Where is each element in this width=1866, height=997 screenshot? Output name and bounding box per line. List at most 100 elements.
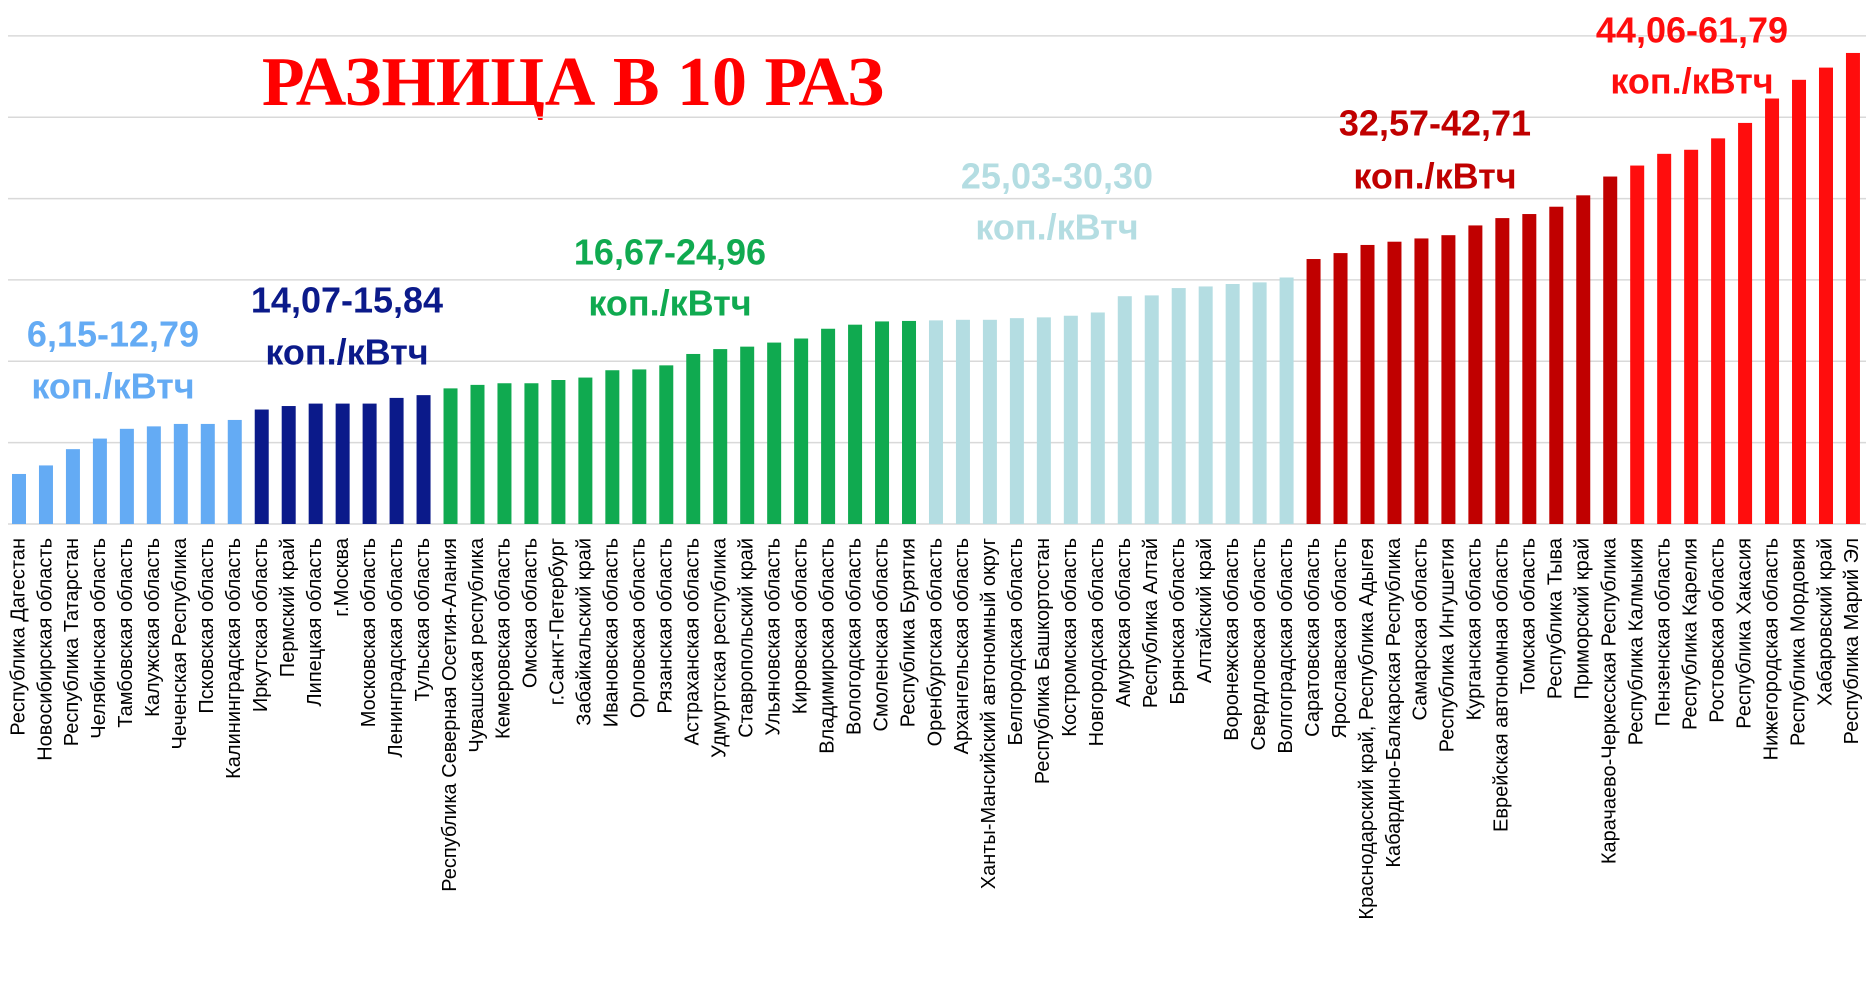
x-tick-label: Белгородская область (1005, 538, 1027, 745)
x-tick-label: Московская область (358, 538, 380, 727)
range-label: 32,57-42,71 (1339, 103, 1531, 144)
x-tick-label: Ханты-Мансийский автономный округ (978, 538, 1000, 889)
x-tick-label: Республика Дагестан (7, 538, 29, 736)
range-label: 25,03-30,30 (961, 156, 1153, 197)
bar (1360, 244, 1375, 525)
bar (767, 342, 782, 524)
bar (1630, 165, 1645, 524)
bar (1009, 318, 1024, 524)
bar (470, 384, 485, 524)
bar (1333, 253, 1348, 525)
bar (578, 377, 593, 524)
bar (821, 328, 836, 524)
x-tick-label: Ставропольский край (735, 538, 757, 738)
x-tick-label: Тамбовская область (115, 538, 137, 728)
bar (1225, 284, 1240, 524)
bar (605, 370, 620, 524)
x-tick-label: Чувашская республика (466, 537, 488, 752)
x-tick-label: Астраханская область (682, 538, 704, 745)
bar (632, 369, 647, 524)
range-label: 16,67-24,96 (574, 232, 766, 273)
x-tick-label: Краснодарский край, Республика Адыгея (1356, 538, 1378, 920)
bar (1603, 176, 1618, 524)
bar (1414, 238, 1429, 524)
bar (794, 338, 809, 524)
x-tick-label: Оренбургская область (924, 538, 946, 746)
x-tick-label: Республика Татарстан (61, 538, 83, 746)
bar (119, 428, 134, 524)
x-tick-label: Удмуртская республика (709, 537, 731, 758)
x-tick-label: Карачаево-Черкесская Республика (1599, 537, 1621, 864)
x-tick-label: Самарская область (1410, 538, 1432, 721)
x-tick-label: Воронежская область (1221, 538, 1243, 741)
x-tick-label: Пензенская область (1652, 538, 1674, 726)
x-tick-label: Челябинская область (88, 538, 110, 739)
bar (902, 320, 917, 524)
bar (1387, 241, 1402, 524)
bar (1090, 312, 1105, 524)
x-tick-label: Республика Хакасия (1733, 538, 1755, 729)
bar (1441, 235, 1456, 525)
bar (362, 403, 377, 524)
range-unit: коп./кВтч (265, 332, 428, 373)
bar (92, 438, 107, 524)
x-tick-label: Владимирская область (816, 538, 838, 754)
bar (254, 409, 269, 524)
bar (955, 319, 970, 524)
x-tick-label: Костромская область (1059, 538, 1081, 737)
x-tick-label: Саратовская область (1302, 538, 1324, 737)
x-tick-label: Ростовская область (1706, 538, 1728, 723)
bar (1468, 225, 1483, 524)
bar (659, 365, 674, 524)
x-tick-label: Республика Башкортостан (1032, 538, 1054, 784)
bar (1738, 122, 1753, 524)
x-tick-label: Республика Бурятия (897, 538, 919, 727)
bar (416, 395, 431, 524)
chart-title: РАЗНИЦА В 10 РАЗ (262, 44, 884, 121)
bar (551, 380, 566, 524)
bar (38, 465, 53, 524)
x-tick-label: Республика Тыва (1545, 537, 1567, 699)
bar (740, 346, 755, 524)
range-unit: коп./кВтч (975, 207, 1138, 248)
x-tick-label: Новосибирская область (34, 538, 56, 761)
bar (65, 449, 80, 524)
x-tick-label: Республика Ингушетия (1437, 538, 1459, 752)
x-tick-label: Ленинградская область (385, 538, 407, 757)
bar (1279, 277, 1294, 524)
x-tick-label: Брянская область (1167, 538, 1189, 705)
x-tick-label: Ульяновская область (762, 538, 784, 736)
x-tick-label: Томская область (1518, 538, 1540, 694)
range-label: 14,07-15,84 (251, 280, 443, 321)
bar (1711, 138, 1726, 525)
x-tick-label: Ивановская область (601, 538, 623, 727)
bar (848, 324, 863, 524)
bar (1549, 206, 1564, 524)
bar (200, 423, 215, 524)
x-tick-label: Орловская область (628, 538, 650, 718)
x-tick-label: Республика Карелия (1679, 538, 1701, 730)
x-tick-label: Забайкальский край (574, 538, 596, 726)
x-tick-label: Еврейская автономная область (1491, 538, 1513, 832)
bar (928, 320, 943, 524)
x-tick-label: Республика Марий Эл (1841, 538, 1863, 744)
bar (1792, 79, 1807, 524)
bar (335, 403, 350, 524)
x-tick-label: Калужская область (142, 538, 164, 717)
bar (1765, 98, 1780, 524)
x-tick-label: Кемеровская область (493, 538, 515, 739)
bar (173, 423, 188, 524)
bar (1818, 67, 1833, 524)
x-tick-label: Волгоградская область (1275, 538, 1297, 754)
bar (713, 349, 728, 524)
x-tick-label: Республика Калмыкия (1625, 538, 1647, 745)
bar (1495, 218, 1510, 524)
x-tick-label: Смоленская область (870, 538, 892, 731)
bar (281, 406, 296, 524)
x-tick-label: Республика Алтай (1140, 538, 1162, 708)
x-tick-label: Нижегородская область (1760, 538, 1782, 760)
x-tick-label: Приморский край (1572, 538, 1594, 699)
bar (1252, 282, 1267, 524)
bar (443, 388, 458, 524)
x-tick-label: Республика Мордовия (1787, 538, 1809, 746)
